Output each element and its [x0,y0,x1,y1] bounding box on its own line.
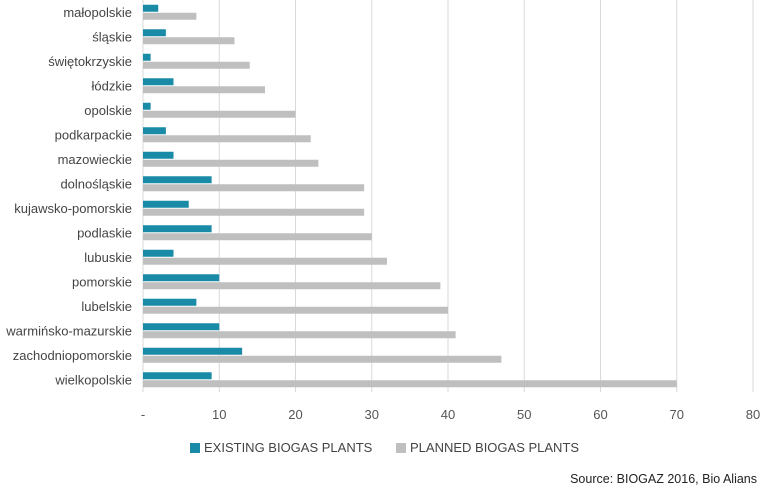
legend-swatch-existing [190,442,200,453]
bar-planned [143,355,502,363]
category-label: lubelskie [81,299,132,314]
bar-planned [143,12,197,20]
category-label: małopolskie [63,5,132,20]
bar-planned [143,380,677,388]
category-label: opolskie [84,103,132,118]
bar-existing [143,4,159,12]
legend-label-planned: PLANNED BIOGAS PLANTS [410,440,580,455]
bar-planned [143,306,448,314]
category-label: mazowieckie [58,152,132,167]
legend: EXISTING BIOGAS PLANTS PLANNED BIOGAS PL… [0,440,765,460]
bar-planned [143,135,311,143]
bar-existing [143,225,212,233]
x-tick-label: 10 [212,407,226,422]
legend-item-planned: PLANNED BIOGAS PLANTS [396,440,579,455]
category-label: pomorskie [72,274,132,289]
category-label: zachodniopomorskie [13,348,132,363]
legend-label-existing: EXISTING BIOGAS PLANTS [204,440,373,455]
bar-planned [143,37,235,45]
bar-planned [143,331,456,339]
x-tick-label: 50 [517,407,531,422]
bar-existing [143,200,189,208]
category-label: podkarpackie [55,127,132,142]
bar-planned [143,86,265,94]
category-label: warmińsko-mazurskie [5,323,132,338]
bar-existing [143,53,151,61]
bar-planned [143,282,441,290]
bar-existing [143,323,220,331]
bar-planned [143,159,319,167]
x-tick-label: - [141,407,145,422]
source-note: Source: BIOGAZ 2016, Bio Alians [570,472,757,486]
x-tick-label: 20 [288,407,302,422]
category-label: łódzkie [92,78,132,93]
x-tick-label: 30 [365,407,379,422]
bar-existing [143,127,166,135]
category-label: podlaskie [77,225,132,240]
bar-existing [143,176,212,184]
bar-planned [143,233,372,241]
x-tick-label: 40 [441,407,455,422]
legend-item-existing: EXISTING BIOGAS PLANTS [190,440,372,455]
bar-planned [143,61,250,69]
bar-planned [143,184,365,192]
bar-planned [143,257,387,265]
bar-existing [143,151,174,159]
x-tick-label: 80 [746,407,760,422]
bar-planned [143,208,365,216]
legend-swatch-planned [396,442,406,453]
bar-existing [143,78,174,86]
category-label: kujawsko-pomorskie [14,201,132,216]
category-label: śląskie [92,29,132,44]
category-label: lubuskie [84,250,132,265]
x-tick-label: 70 [670,407,684,422]
bar-existing [143,298,197,306]
x-tick-label: 60 [593,407,607,422]
category-label: wielkopolskie [54,372,132,387]
bar-existing [143,274,220,282]
bar-existing [143,102,151,110]
bar-existing [143,249,174,257]
bar-chart: - 10 20 30 40 50 60 70 80 małopolskie śląskie święt… [5,0,760,422]
bar-existing [143,29,166,37]
bar-planned [143,110,296,118]
category-label: dolnośląskie [60,176,132,191]
bar-existing [143,372,212,380]
bar-existing [143,347,243,355]
category-label: świętokrzyskie [48,54,132,69]
